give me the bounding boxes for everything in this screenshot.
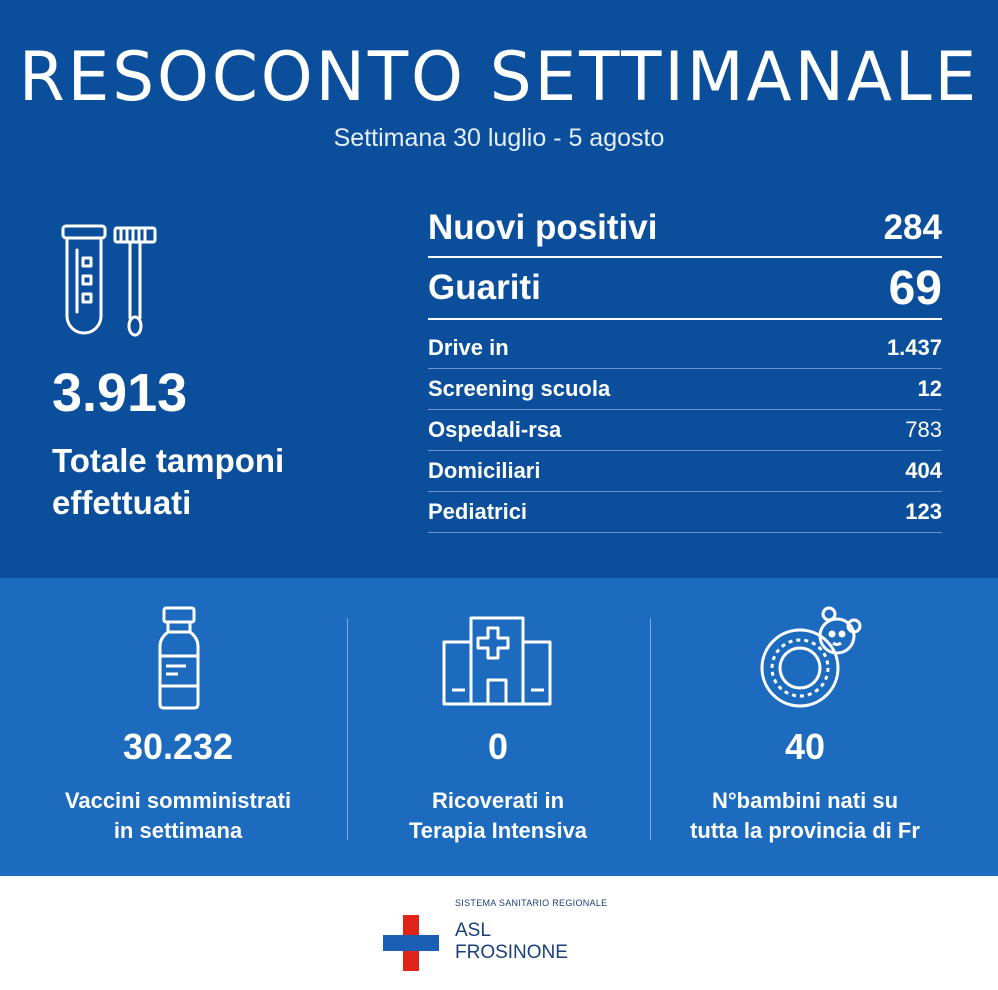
nuovi-positivi-label: Nuovi positivi — [428, 208, 658, 247]
summary-panel: RESOCONTO SETTIMANALE Settimana 30 lugli… — [0, 0, 998, 578]
row-ospedali-rsa: Ospedali-rsa 783 — [428, 410, 942, 451]
breakdown-label: Pediatrici — [428, 499, 528, 524]
breakdown-value: 404 — [905, 458, 942, 483]
asl-cross-logo-icon — [383, 915, 439, 971]
vaccine-vial-icon — [158, 606, 200, 710]
breakdown-value: 123 — [905, 499, 942, 524]
nuovi-positivi-value: 284 — [883, 208, 942, 247]
week-subtitle: Settimana 30 luglio - 5 agosto — [333, 124, 665, 152]
breakdown-value: 783 — [905, 417, 942, 442]
row-nuovi-positivi: Nuovi positivi 284 — [428, 200, 942, 258]
total-tamponi-value: 3.913 — [52, 363, 188, 423]
row-screening-scuola: Screening scuola 12 — [428, 369, 942, 410]
baby-teether-icon — [760, 606, 862, 708]
breakdown-value: 1.437 — [886, 335, 942, 360]
row-guariti: Guariti 69 — [428, 258, 942, 320]
breakdown-label: Screening scuola — [428, 376, 611, 401]
breakdown-label: Drive in — [428, 335, 509, 360]
breakdown-label: Ospedali-rsa — [428, 417, 562, 442]
vaccini-label: Vaccini somministrati in settimana — [64, 788, 292, 843]
guariti-label: Guariti — [428, 268, 541, 307]
divider — [650, 618, 651, 840]
hospital-icon — [442, 616, 552, 706]
breakdown-label: Domiciliari — [428, 458, 541, 483]
vaccini-block: 30.232 Vaccini somministrati in settiman… — [18, 578, 338, 876]
ricoverati-block: 0 Ricoverati in Terapia Intensiva — [338, 578, 658, 876]
indicators-panel: 30.232 Vaccini somministrati in settiman… — [0, 578, 998, 876]
bambini-value: 40 — [784, 726, 826, 767]
ricoverati-label: Ricoverati in Terapia Intensiva — [408, 788, 588, 843]
row-domiciliari: Domiciliari 404 — [428, 451, 942, 492]
footer — [0, 876, 998, 990]
page-title: RESOCONTO SETTIMANALE — [18, 38, 980, 117]
logo-name: ASL FROSINONE — [455, 920, 568, 963]
breakdown-value: 12 — [917, 376, 942, 401]
test-tube-swab-icon — [61, 224, 157, 337]
bambini-block: 40 N°bambini nati su tutta la provincia … — [645, 578, 965, 876]
total-tamponi-label: Totale tamponi effettuati — [52, 442, 285, 521]
bambini-label: N°bambini nati su tutta la provincia di … — [690, 788, 920, 843]
ricoverati-value: 0 — [487, 726, 509, 767]
divider — [347, 618, 348, 840]
logo-subtitle: SISTEMA SANITARIO REGIONALE — [455, 898, 608, 908]
row-drive-in: Drive in 1.437 — [428, 328, 942, 369]
guariti-value: 69 — [888, 261, 942, 315]
vaccini-value: 30.232 — [122, 726, 234, 767]
row-pediatrici: Pediatrici 123 — [428, 492, 942, 533]
